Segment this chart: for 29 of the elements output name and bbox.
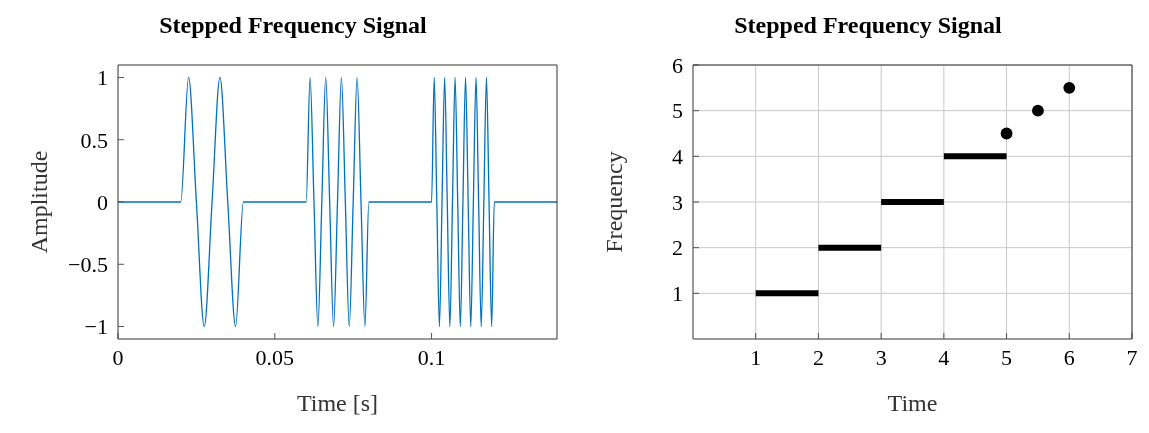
x-tick-label: 6 (1063, 344, 1075, 370)
x-axis-title: Time (887, 390, 938, 416)
y-tick-label: 2 (672, 235, 683, 261)
y-tick-label: 5 (672, 98, 683, 124)
x-tick-label: 7 (1126, 344, 1138, 370)
y-tick-label: 0 (97, 189, 108, 215)
x-tick-label: 0.1 (417, 344, 446, 370)
y-tick-label: 1 (97, 65, 108, 91)
y-tick-label: −0.5 (68, 252, 108, 278)
y-axis-title: Amplitude (25, 150, 52, 254)
y-tick-label: 3 (672, 189, 683, 215)
x-tick-label: 3 (875, 344, 887, 370)
point (1063, 81, 1076, 94)
x-axis-title: Time [s] (296, 390, 379, 416)
x-tick-label: 0.05 (255, 344, 295, 370)
y-tick-label: 1 (672, 281, 683, 307)
y-tick-label: 4 (672, 144, 683, 170)
x-tick-label: 2 (812, 344, 824, 370)
x-tick-label: 5 (1001, 344, 1013, 370)
y-tick-label: 6 (672, 52, 683, 78)
y-tick-label: 0.5 (80, 127, 108, 153)
x-tick-label: 4 (938, 344, 950, 370)
point (1000, 127, 1013, 140)
chart-title: Stepped Frequency Signal (733, 12, 1003, 39)
y-axis-title: Frequency (600, 151, 627, 253)
y-tick-label: −1 (84, 314, 108, 340)
x-tick-label: 1 (750, 344, 762, 370)
point (1032, 104, 1044, 117)
chart-title: Stepped Frequency Signal (158, 12, 428, 39)
